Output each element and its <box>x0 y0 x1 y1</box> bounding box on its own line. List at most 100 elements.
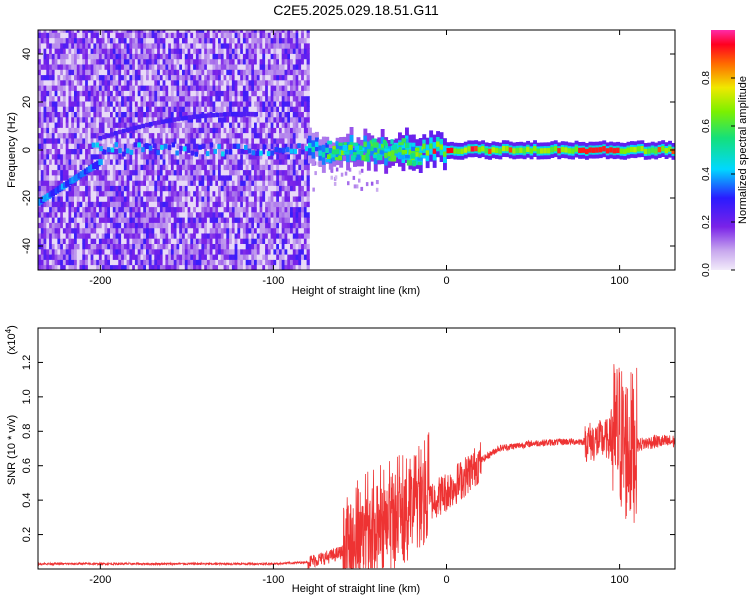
spectrogram-cell <box>193 106 197 112</box>
spectrogram-cell <box>292 180 296 186</box>
spectrogram-cell <box>498 148 503 154</box>
spectrogram-cell <box>57 196 61 202</box>
spectrogram-cell <box>118 190 122 197</box>
spectrogram-cell <box>270 132 274 139</box>
spectrogram-cell <box>287 254 291 260</box>
spectrogram-cell <box>162 95 166 102</box>
spectrogram-cell <box>259 64 263 70</box>
spectrogram-cell <box>234 79 238 86</box>
spectrogram-cell <box>256 169 260 176</box>
spectrogram-cell <box>85 238 89 244</box>
spectrogram-cell <box>398 147 402 153</box>
spectrogram-cell <box>184 180 188 186</box>
spectrogram-cell <box>248 74 252 81</box>
spectrogram-cell <box>226 122 230 128</box>
spectrogram-cell <box>306 122 310 128</box>
spectrogram-cell <box>240 90 244 97</box>
spectrogram-cell <box>49 48 53 54</box>
spectrogram-cell <box>40 185 44 192</box>
spectrogram-cell <box>134 201 139 208</box>
spectrogram-cell <box>40 58 44 65</box>
spectrogram-cell <box>151 58 155 65</box>
spectrogram-cell <box>176 264 180 270</box>
spectrogram-cell <box>240 101 244 107</box>
spectrogram-cell <box>90 264 94 270</box>
spectrogram-cell <box>204 53 208 60</box>
spectrogram-cell <box>306 211 310 218</box>
spectrogram-cell <box>295 190 299 197</box>
spectrogram-cell <box>165 127 169 134</box>
spectrogram-cell <box>276 106 280 112</box>
spectrogram-cell <box>110 227 114 234</box>
spectrogram-cell <box>256 43 260 49</box>
spectrogram-cell <box>245 180 249 186</box>
spectrogram-cell <box>112 190 116 197</box>
spectrogram-cell <box>173 95 177 102</box>
spectrogram-cell <box>40 227 44 234</box>
spectrogram-cell <box>107 206 111 213</box>
spectrogram-cell <box>256 143 260 149</box>
spectrogram-cell <box>90 148 94 155</box>
spectrogram-cell <box>179 222 183 229</box>
spectrogram-cell <box>165 69 169 76</box>
spectrogram-cell <box>198 101 202 107</box>
spectrogram-cell <box>256 58 260 65</box>
spectrogram-cell <box>223 32 227 39</box>
spectrogram-cell <box>234 196 238 202</box>
spectrogram-cell <box>242 127 247 134</box>
spectrogram-cell <box>134 233 139 239</box>
spectrogram-cell <box>240 211 244 218</box>
spectrogram-cell <box>134 30 139 33</box>
spectrogram-cell <box>51 95 55 102</box>
spectrogram-cell <box>184 153 188 160</box>
spectrogram-cell <box>231 238 236 244</box>
spectrogram-cell <box>79 238 83 244</box>
spectrogram-cell <box>118 164 122 171</box>
spectrogram-cell <box>170 30 175 33</box>
spectrogram-cell <box>184 74 188 81</box>
spectrogram-cell <box>262 127 266 134</box>
spectrogram-cell <box>162 30 166 33</box>
spectrogram-cell <box>38 264 42 270</box>
spectrogram-cell <box>112 69 116 76</box>
spectrogram-cell <box>284 233 288 239</box>
spectrogram-cell <box>295 243 299 250</box>
spectrogram-cell <box>290 248 294 255</box>
spectrogram-cell <box>96 233 100 239</box>
spectrogram-cell <box>115 79 119 86</box>
spectrogram-cell <box>79 217 83 223</box>
spectrogram-cell <box>173 79 177 86</box>
spectrogram-cell <box>101 101 105 107</box>
spectrogram-cell <box>154 185 158 192</box>
spectrogram-cell <box>254 69 258 76</box>
spectrogram-cell <box>229 180 233 186</box>
spectrogram-cell <box>38 69 42 76</box>
spectrogram-cell <box>87 153 92 160</box>
spectrogram-cell <box>60 122 64 128</box>
spectrogram-cell <box>206 53 211 60</box>
spectrogram-cell <box>168 264 172 270</box>
spectrogram-cell <box>40 254 44 260</box>
spectrogram-cell <box>204 48 208 54</box>
spectrogram-cell <box>76 169 80 176</box>
spectrogram-cell <box>201 227 205 234</box>
spectrogram-cell <box>137 85 141 91</box>
spectrogram-cell <box>179 132 183 139</box>
spectrogram-cell <box>292 211 296 218</box>
spectrogram-cell <box>170 254 175 260</box>
spectrogram-cell <box>159 37 164 44</box>
spectrogram-cell <box>292 138 296 144</box>
spectrogram-cell <box>193 164 197 171</box>
spectrogram-cell <box>74 248 78 255</box>
spectrogram-cell <box>284 90 288 97</box>
spectrogram-cell <box>206 233 211 239</box>
spectrogram-cell <box>262 69 266 76</box>
spectrogram-cell <box>234 180 238 186</box>
spectrogram-cell <box>237 248 241 255</box>
spectrogram-cell <box>588 147 593 153</box>
spectrogram-cell <box>218 132 222 139</box>
spectrogram-cell <box>212 48 216 54</box>
spectrogram-cell <box>93 85 97 91</box>
spectrogram-cell <box>137 153 141 160</box>
spectrogram-cell <box>162 138 166 144</box>
